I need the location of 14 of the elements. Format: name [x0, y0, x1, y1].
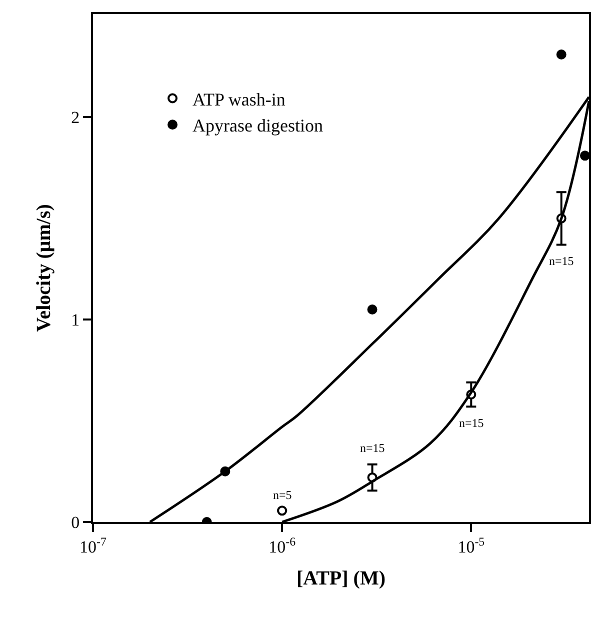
annotation: n=15: [549, 254, 574, 268]
legend-label: ATP wash-in: [192, 89, 286, 110]
y-tick-label: 2: [71, 108, 80, 128]
annotation: n=15: [459, 416, 484, 430]
legend-label: Apyrase digestion: [192, 116, 324, 136]
y-tick-label: 1: [71, 310, 80, 330]
annotation: n=15: [360, 441, 385, 455]
annotation: n=5: [273, 488, 292, 502]
x-axis-title: [ATP] (M): [296, 567, 386, 590]
y-tick-label: 0: [71, 512, 80, 532]
x-tick-label: 10$^{-7}$: [80, 534, 107, 556]
x-tick-label: 10$^{-6}$: [268, 534, 296, 556]
y-axis-title: Velocity (μm/s): [33, 204, 56, 332]
x-tick-label: 10$^{-5}$: [458, 534, 485, 556]
